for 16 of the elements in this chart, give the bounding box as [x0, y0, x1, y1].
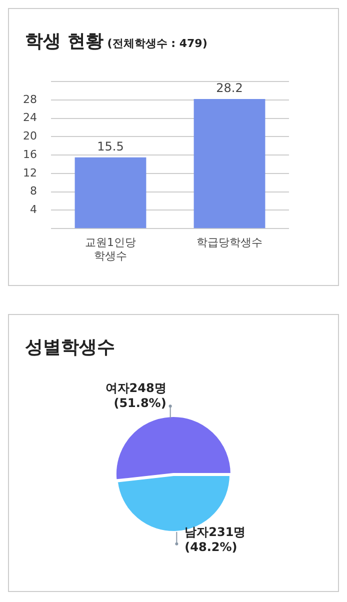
- chart-subtitle: (전체학생수 : 479): [107, 37, 208, 50]
- y-tick-label: 12: [22, 166, 37, 180]
- chart-title: 학생 현황: [25, 31, 104, 52]
- slice-label: 여자248명 (51.8%): [105, 381, 166, 410]
- data-label: 28.2: [216, 81, 243, 96]
- x-tick-label: 학급당학생수: [196, 236, 262, 250]
- y-tick-label: 24: [22, 111, 37, 124]
- x-tick-label: 교원1인당 학생수: [85, 236, 136, 262]
- y-tick-label: 8: [30, 184, 37, 198]
- y-tick-label: 20: [22, 130, 37, 143]
- data-label: 15.5: [97, 140, 124, 154]
- y-tick-label: 4: [30, 203, 37, 216]
- chart-title: 성별학생수: [25, 337, 115, 358]
- y-tick-label: 28: [22, 92, 37, 106]
- y-tick-label: 16: [22, 148, 37, 161]
- slice-label: 남자231명 (48.2%): [184, 524, 246, 554]
